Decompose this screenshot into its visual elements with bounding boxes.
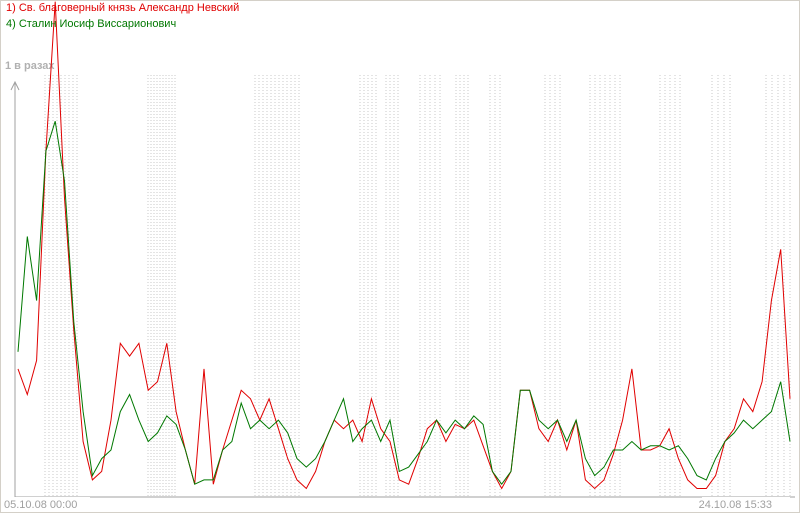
y-axis-label: 1 в разах — [5, 60, 55, 72]
series-line — [17, 121, 791, 486]
x-tick-label: 24.10.08 15:33 — [699, 499, 772, 511]
x-label-bg — [2, 497, 90, 511]
legend-entry: 1) Св. благоверный князь Александр Невск… — [6, 2, 239, 14]
y-axis-arrow — [10, 80, 20, 91]
x-label-bg — [702, 497, 790, 511]
x-tick-label: 05.10.08 00:00 — [4, 499, 77, 511]
legend-entry: 4) Сталин Иосиф Виссарионович — [6, 18, 176, 30]
series-line — [17, 1, 791, 490]
